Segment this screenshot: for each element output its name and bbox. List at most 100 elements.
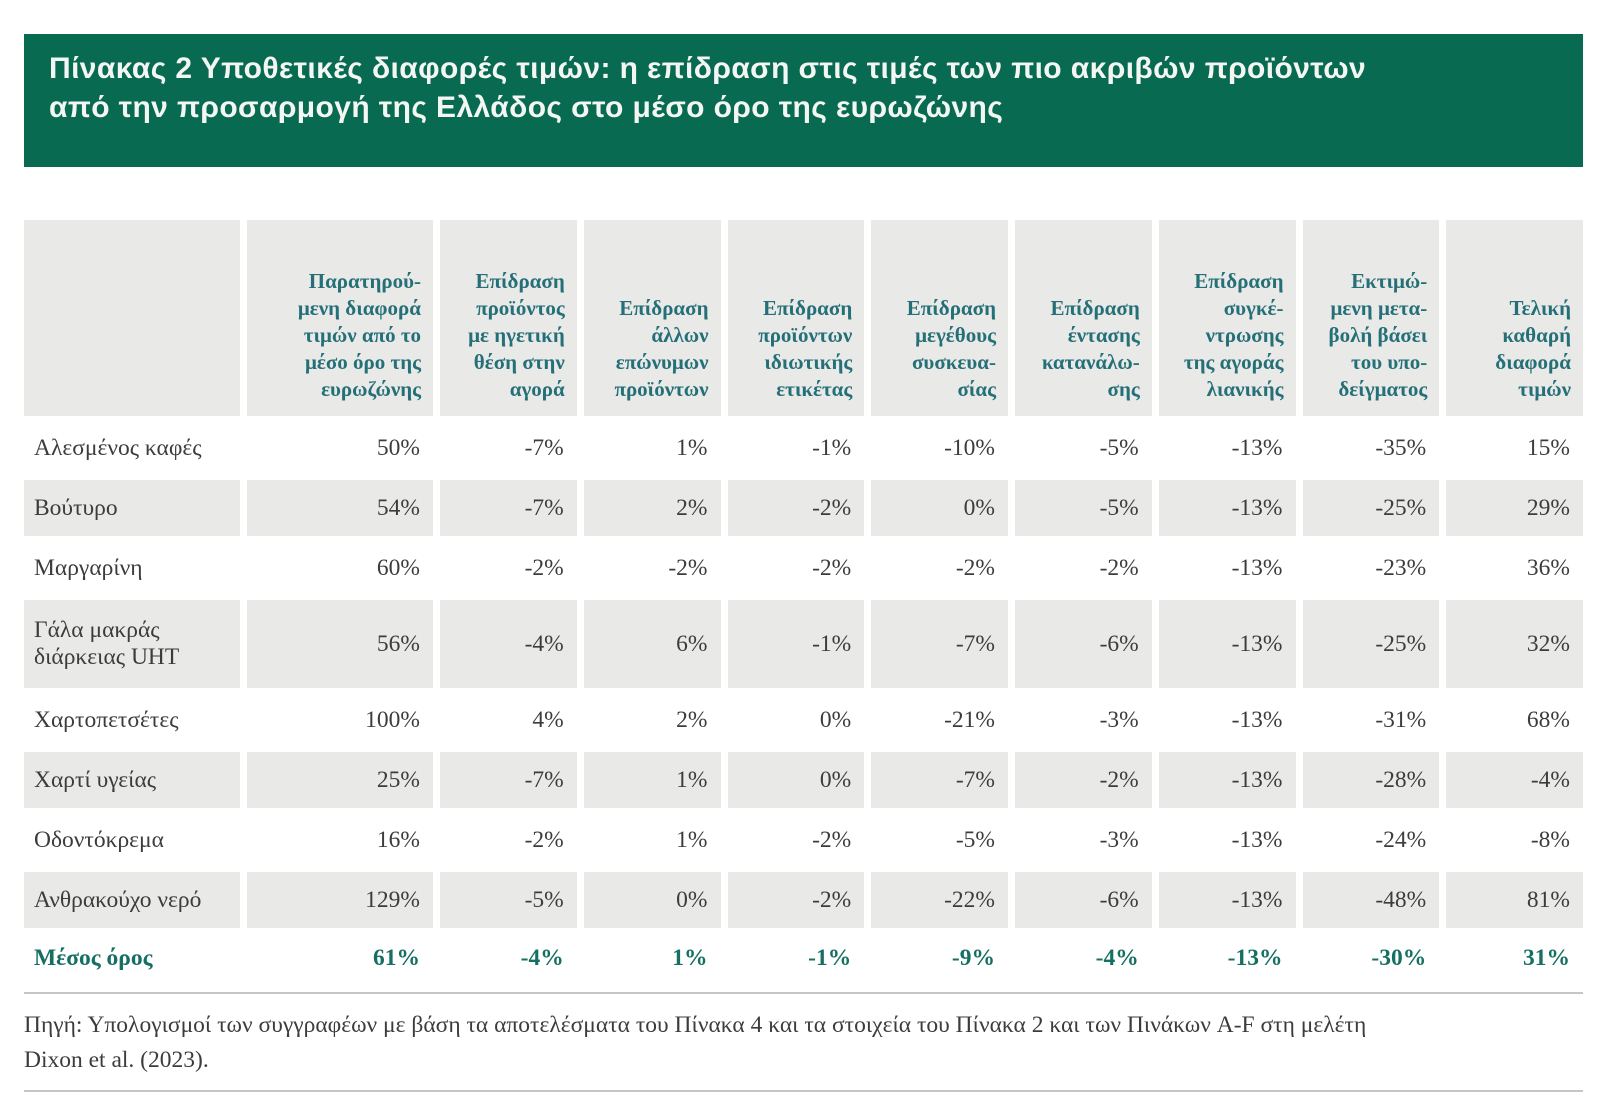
- cell-value: -2%: [955, 554, 995, 581]
- column-header: Εκτιμώ- μενη μετα- βολή βάσει του υπο- δ…: [1302, 220, 1440, 416]
- table-row: Αλεσμένος καφές 50% -7% 1% -1% -10% -5% -13% -35…: [24, 420, 1583, 476]
- table-title-banner: Πίνακας 2 Υποθετικές διαφορές τιμών: η ε…: [24, 34, 1583, 167]
- price-differences-table: Παρατηρού- μενη διαφορά τιμών από το μέσ…: [17, 216, 1590, 988]
- cell-value: -48%: [1302, 872, 1440, 928]
- cell-value: 2%: [583, 480, 721, 536]
- row-label: Μέσος όρος: [34, 944, 153, 971]
- table-header: Παρατηρού- μενη διαφορά τιμών από το μέσ…: [24, 220, 1583, 416]
- cell-value: 36%: [1526, 554, 1570, 581]
- cell-value: -2%: [812, 554, 852, 581]
- cell-value: 32%: [1446, 600, 1583, 688]
- row-label: Γάλα μακράς διάρκειας UHT: [24, 600, 240, 688]
- cell-value: -1%: [727, 600, 865, 688]
- cell-value: -25%: [1302, 600, 1440, 688]
- cell-value: 1%: [676, 826, 708, 853]
- column-header: Τελική καθαρή διαφορά τιμών: [1446, 220, 1583, 416]
- cell-value: 1%: [672, 944, 708, 971]
- row-label: Χαρτί υγείας: [24, 752, 240, 808]
- cell-value: 0%: [871, 480, 1008, 536]
- cell-value: -6%: [1015, 872, 1152, 928]
- cell-value: -1%: [808, 944, 852, 971]
- cell-value: -23%: [1375, 554, 1427, 581]
- cell-value: -25%: [1302, 480, 1440, 536]
- cell-value: 15%: [1526, 434, 1570, 461]
- cell-value: -13%: [1231, 826, 1283, 853]
- cell-value: 56%: [247, 600, 433, 688]
- cell-value: -2%: [524, 826, 564, 853]
- cell-value: -13%: [1227, 944, 1283, 971]
- cell-value: -2%: [812, 826, 852, 853]
- cell-value: -2%: [727, 480, 865, 536]
- cell-value: -1%: [812, 434, 852, 461]
- cell-value: -13%: [1158, 600, 1296, 688]
- cell-value: -24%: [1375, 826, 1427, 853]
- cell-value: -3%: [1099, 706, 1139, 733]
- cell-value: -2%: [668, 554, 708, 581]
- cell-value: 0%: [583, 872, 721, 928]
- cell-value: 25%: [247, 752, 433, 808]
- cell-value: 1%: [676, 434, 708, 461]
- cell-value: 0%: [727, 752, 865, 808]
- cell-value: -13%: [1231, 706, 1283, 733]
- table-row: Χαρτί υγείας 25% -7% 1% 0% -7% -2% -13% -28% -4%: [24, 752, 1583, 808]
- cell-value: -28%: [1302, 752, 1440, 808]
- cell-value: 1%: [583, 752, 721, 808]
- cell-value: -7%: [871, 752, 1008, 808]
- table-row: Μαργαρίνη 60% -2% -2% -2% -2% -2% -13% -23% 36%: [24, 540, 1583, 596]
- cell-value: -13%: [1231, 434, 1283, 461]
- cell-value: 100%: [365, 706, 420, 733]
- cell-value: -30%: [1371, 944, 1427, 971]
- cell-value: -7%: [871, 600, 1008, 688]
- cell-value: -4%: [440, 600, 577, 688]
- cell-value: -35%: [1375, 434, 1427, 461]
- table-row: Οδοντόκρεμα 16% -2% 1% -2% -5% -3% -13% -24% -8%: [24, 812, 1583, 868]
- cell-value: 68%: [1526, 706, 1570, 733]
- cell-value: 4%: [532, 706, 564, 733]
- corner-cell: [24, 220, 240, 416]
- cell-value: -3%: [1099, 826, 1139, 853]
- cell-value: 16%: [376, 826, 420, 853]
- cell-value: 60%: [376, 554, 420, 581]
- cell-value: -2%: [1015, 752, 1152, 808]
- cell-value: -4%: [1095, 944, 1139, 971]
- table-row: Ανθρακούχο νερό 129% -5% 0% -2% -22% -6% -13% -4…: [24, 872, 1583, 928]
- source-note: Πηγή: Υπολογισμοί των συγγραφέων με βάση…: [24, 1012, 1367, 1073]
- cell-value: -5%: [1099, 434, 1139, 461]
- cell-value: -2%: [727, 872, 865, 928]
- row-label: Μαργαρίνη: [34, 554, 143, 581]
- cell-value: -22%: [871, 872, 1008, 928]
- cell-value: 81%: [1446, 872, 1583, 928]
- cell-value: -4%: [1446, 752, 1583, 808]
- column-header: Επίδραση μεγέθους συσκευα- σίας: [871, 220, 1008, 416]
- cell-value: 54%: [247, 480, 433, 536]
- summary-row: Μέσος όρος 61% -4% 1% -1% -9% -4% -13% -30% 31%: [24, 932, 1583, 984]
- cell-value: -31%: [1375, 706, 1427, 733]
- cell-value: -7%: [440, 752, 577, 808]
- cell-value: -10%: [944, 434, 995, 461]
- cell-value: 50%: [376, 434, 420, 461]
- cell-value: 0%: [819, 706, 852, 733]
- cell-value: 6%: [583, 600, 721, 688]
- cell-value: -21%: [944, 706, 995, 733]
- column-header: Επίδραση προϊόντων ιδιωτικής ετικέτας: [727, 220, 865, 416]
- cell-value: -5%: [440, 872, 577, 928]
- table-row: Βούτυρο 54% -7% 2% -2% 0% -5% -13% -25% 29%: [24, 480, 1583, 536]
- cell-value: -2%: [1099, 554, 1139, 581]
- cell-value: -8%: [1530, 826, 1570, 853]
- column-header: Παρατηρού- μενη διαφορά τιμών από το μέσ…: [247, 220, 433, 416]
- row-label: Βούτυρο: [24, 480, 240, 536]
- cell-value: -6%: [1015, 600, 1152, 688]
- table-row: Χαρτοπετσέτες 100% 4% 2% 0% -21% -3% -13% -31% 68…: [24, 692, 1583, 748]
- column-header: Επίδραση προϊόντος με ηγετική θέση στην …: [440, 220, 577, 416]
- table-body: Αλεσμένος καφές 50% -7% 1% -1% -10% -5% -13% -35…: [24, 420, 1583, 984]
- row-label: Αλεσμένος καφές: [34, 434, 202, 461]
- cell-value: -4%: [520, 944, 564, 971]
- header-row: Παρατηρού- μενη διαφορά τιμών από το μέσ…: [24, 220, 1583, 416]
- table-title: Πίνακας 2 Υποθετικές διαφορές τιμών: η ε…: [49, 52, 1367, 124]
- cell-value: -13%: [1158, 480, 1296, 536]
- row-label: Χαρτοπετσέτες: [34, 706, 179, 733]
- column-header: Επίδραση άλλων επώνυμων προϊόντων: [583, 220, 721, 416]
- cell-value: 29%: [1446, 480, 1583, 536]
- divider-bottom: [24, 1090, 1583, 1092]
